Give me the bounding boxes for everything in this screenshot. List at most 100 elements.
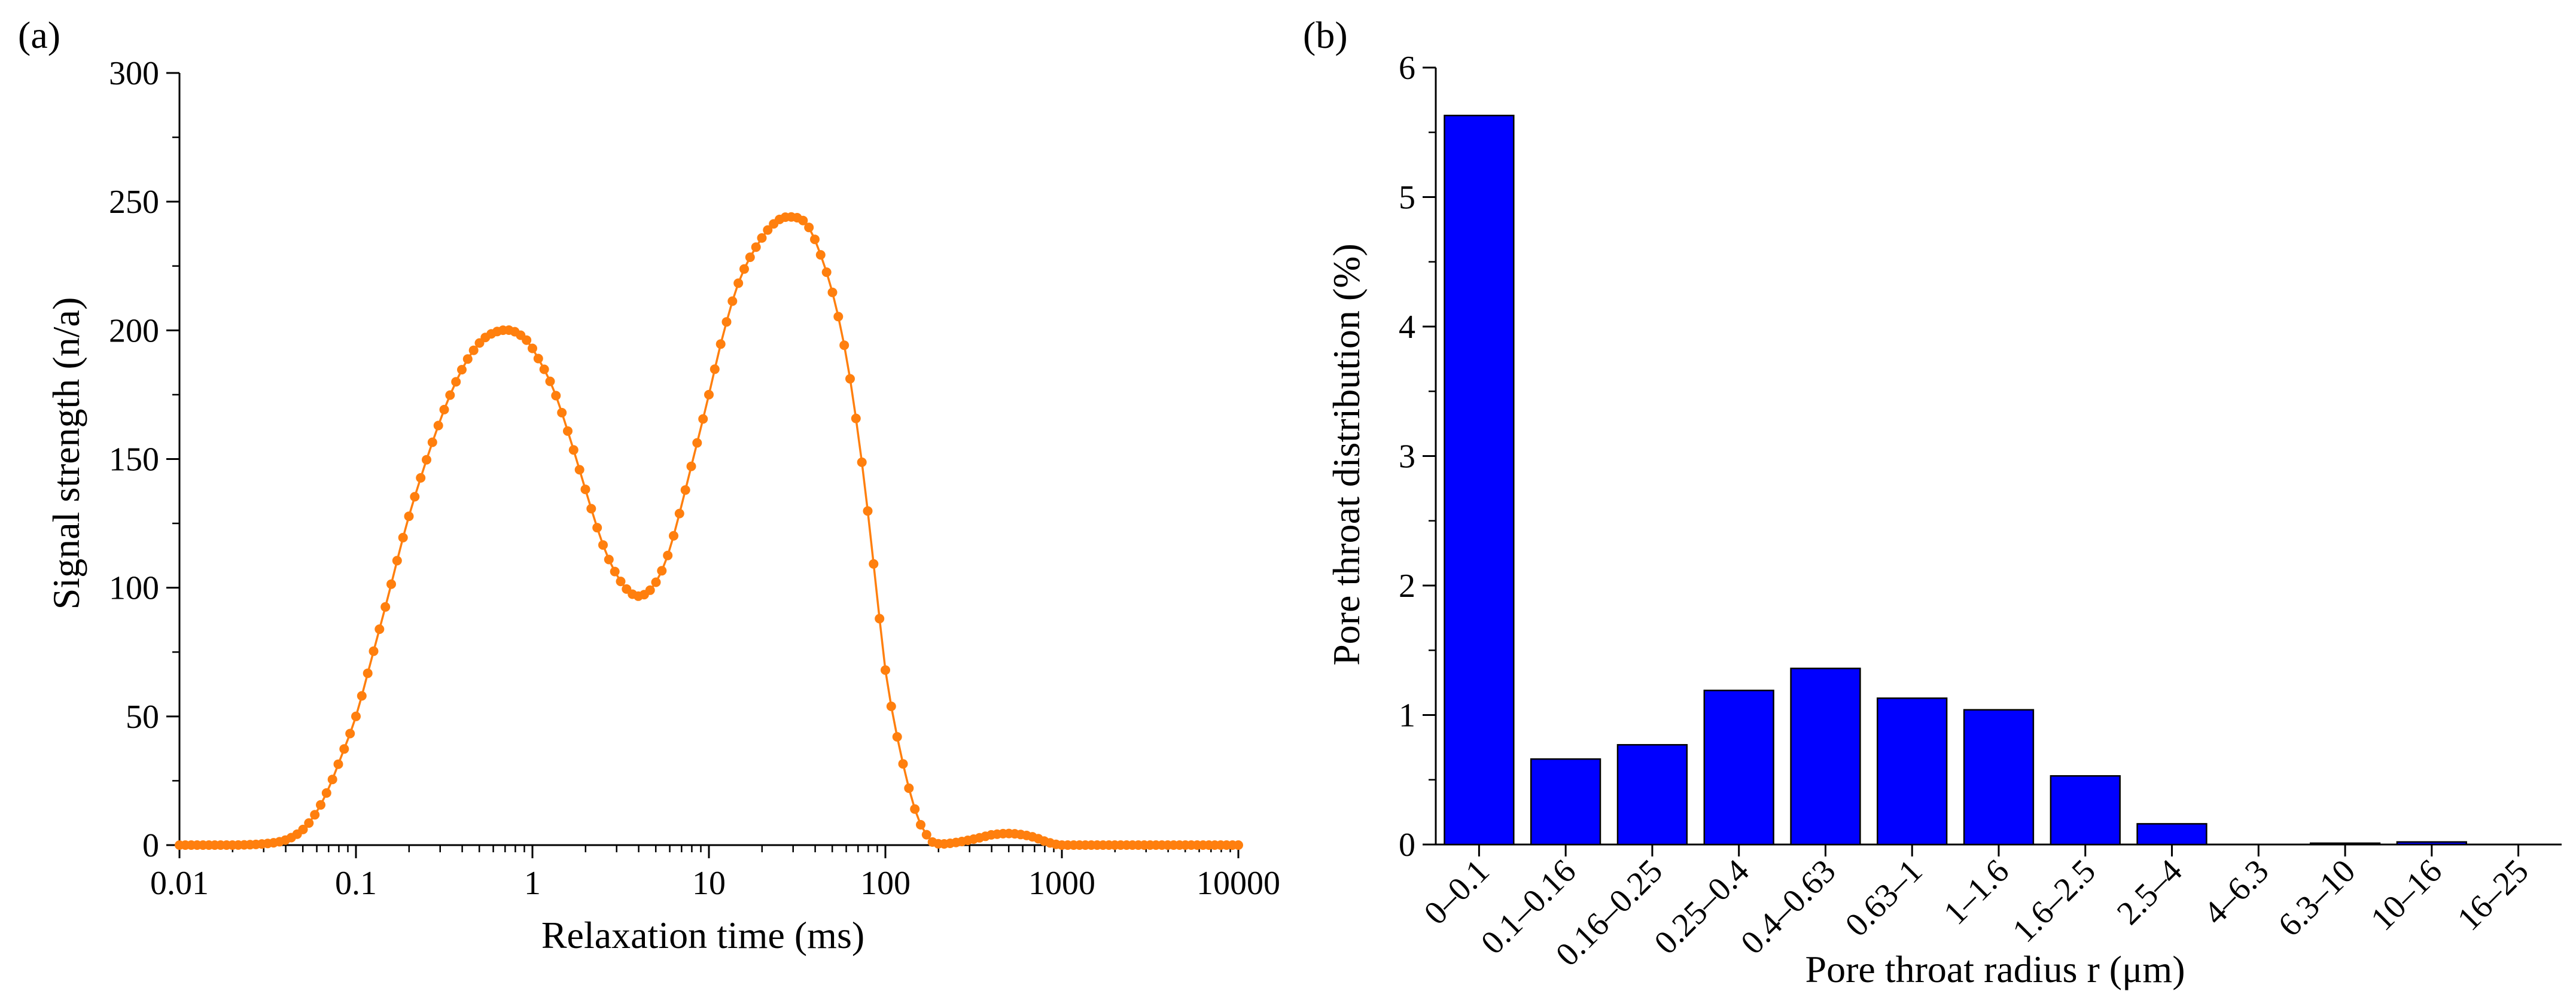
- data-point: [680, 485, 690, 495]
- data-point: [351, 711, 361, 721]
- y-tick-label: 150: [109, 441, 159, 478]
- panel-b-bars: [1444, 114, 2467, 846]
- panel-a-line-chart: (a) 0 50 100 150 200 250 300 0.01 0.1 1 10 100 1000…: [18, 14, 1280, 956]
- data-point: [369, 646, 379, 656]
- data-point: [545, 376, 555, 386]
- data-point: [845, 374, 855, 384]
- bar: [1616, 744, 1688, 846]
- x-tick-label: 0–0.1: [1417, 852, 1497, 932]
- data-point: [316, 800, 325, 810]
- panel-b-y-axis-title: Pore throat distribution (%): [1325, 243, 1368, 666]
- data-point: [604, 554, 614, 565]
- data-point: [404, 511, 414, 522]
- data-point: [586, 504, 596, 514]
- bar: [1703, 690, 1774, 846]
- data-point: [851, 413, 861, 423]
- data-point: [539, 364, 549, 374]
- y-tick-label: 300: [109, 55, 159, 92]
- panel-b-x-axis-title: Pore throat radius r (μm): [1805, 948, 2185, 990]
- data-point: [574, 465, 584, 475]
- bar: [1444, 114, 1515, 846]
- data-point: [757, 233, 767, 243]
- data-point: [875, 614, 885, 624]
- data-point: [427, 437, 437, 447]
- panel-a-y-axis-title: Signal strength (n/a): [45, 297, 87, 610]
- data-point: [333, 759, 343, 769]
- y-tick-label: 100: [109, 570, 159, 607]
- bar: [1963, 709, 2035, 846]
- data-point: [304, 818, 314, 828]
- data-point: [310, 810, 320, 820]
- data-point: [645, 585, 655, 595]
- panel-a-axes: [178, 73, 1238, 846]
- data-point: [386, 579, 396, 589]
- x-tick-label: 0.01: [150, 865, 209, 902]
- y-tick-label: 5: [1399, 179, 1415, 217]
- panel-a-x-axis-title: Relaxation time (ms): [541, 914, 864, 956]
- y-tick-label: 50: [126, 699, 159, 736]
- x-tick-label: 1–1.6: [1936, 852, 2016, 932]
- bar: [1790, 667, 1861, 846]
- data-point: [563, 426, 573, 436]
- data-point: [363, 668, 373, 678]
- y-tick-label: 0: [1399, 827, 1415, 864]
- x-tick-label: 0.4–0.63: [1734, 852, 1843, 961]
- x-tick-label: 100: [860, 865, 911, 902]
- data-point: [727, 296, 738, 306]
- data-point: [657, 566, 667, 576]
- x-tick-label: 10000: [1196, 865, 1280, 902]
- data-point: [468, 345, 479, 355]
- x-tick-label: 0.1: [335, 865, 377, 902]
- data-point: [616, 577, 626, 587]
- data-point: [745, 252, 755, 263]
- data-point: [810, 234, 820, 245]
- data-point: [833, 312, 844, 322]
- signal-curve: [179, 215, 1238, 846]
- x-tick-label: 16–25: [2450, 852, 2536, 938]
- x-tick-label: 1000: [1028, 865, 1095, 902]
- x-tick-label: 10–16: [2364, 852, 2449, 938]
- data-point: [416, 473, 426, 483]
- data-point: [821, 267, 832, 278]
- data-point: [839, 340, 849, 350]
- data-point: [916, 820, 925, 830]
- data-point: [715, 339, 726, 349]
- y-tick-label: 6: [1399, 50, 1415, 87]
- data-point: [651, 577, 661, 587]
- data-point: [445, 390, 455, 400]
- y-tick-label: 250: [109, 184, 159, 221]
- data-point: [522, 335, 532, 345]
- data-point: [686, 461, 696, 471]
- data-point: [674, 508, 684, 519]
- data-point: [904, 783, 914, 793]
- bar: [2309, 842, 2381, 846]
- x-tick-label: 10: [692, 865, 726, 902]
- data-point: [704, 389, 714, 400]
- data-point: [380, 602, 391, 612]
- x-tick-label: 0.25–0.4: [1647, 852, 1756, 961]
- data-point: [892, 732, 902, 742]
- data-point: [698, 414, 708, 424]
- data-point: [827, 287, 838, 297]
- panel-b-y-ticks: 0 1 2 3 4 5 6: [1399, 50, 1436, 864]
- y-tick-label: 2: [1399, 568, 1415, 605]
- panel-b-label: (b): [1303, 14, 1348, 56]
- data-point: [357, 691, 367, 701]
- data-point: [398, 532, 408, 542]
- data-point: [1234, 840, 1243, 850]
- panel-a-label: (a): [18, 14, 60, 56]
- data-point: [439, 404, 449, 414]
- data-point: [433, 420, 443, 431]
- y-tick-label: 4: [1399, 309, 1415, 346]
- data-point: [345, 728, 355, 739]
- data-point: [533, 353, 543, 364]
- y-tick-label: 3: [1399, 438, 1415, 475]
- signal-markers: [175, 212, 1243, 850]
- data-point: [339, 744, 349, 754]
- data-point: [886, 702, 896, 711]
- data-point: [462, 354, 473, 364]
- x-tick-label: 2.5–4: [2110, 852, 2190, 932]
- data-point: [869, 559, 879, 569]
- data-point: [710, 364, 720, 374]
